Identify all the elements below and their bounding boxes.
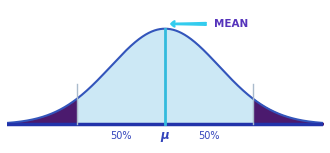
Text: 50%: 50%: [198, 131, 219, 141]
Text: μ: μ: [161, 129, 169, 142]
Text: 50%: 50%: [111, 131, 132, 141]
Text: MEAN: MEAN: [214, 19, 248, 29]
